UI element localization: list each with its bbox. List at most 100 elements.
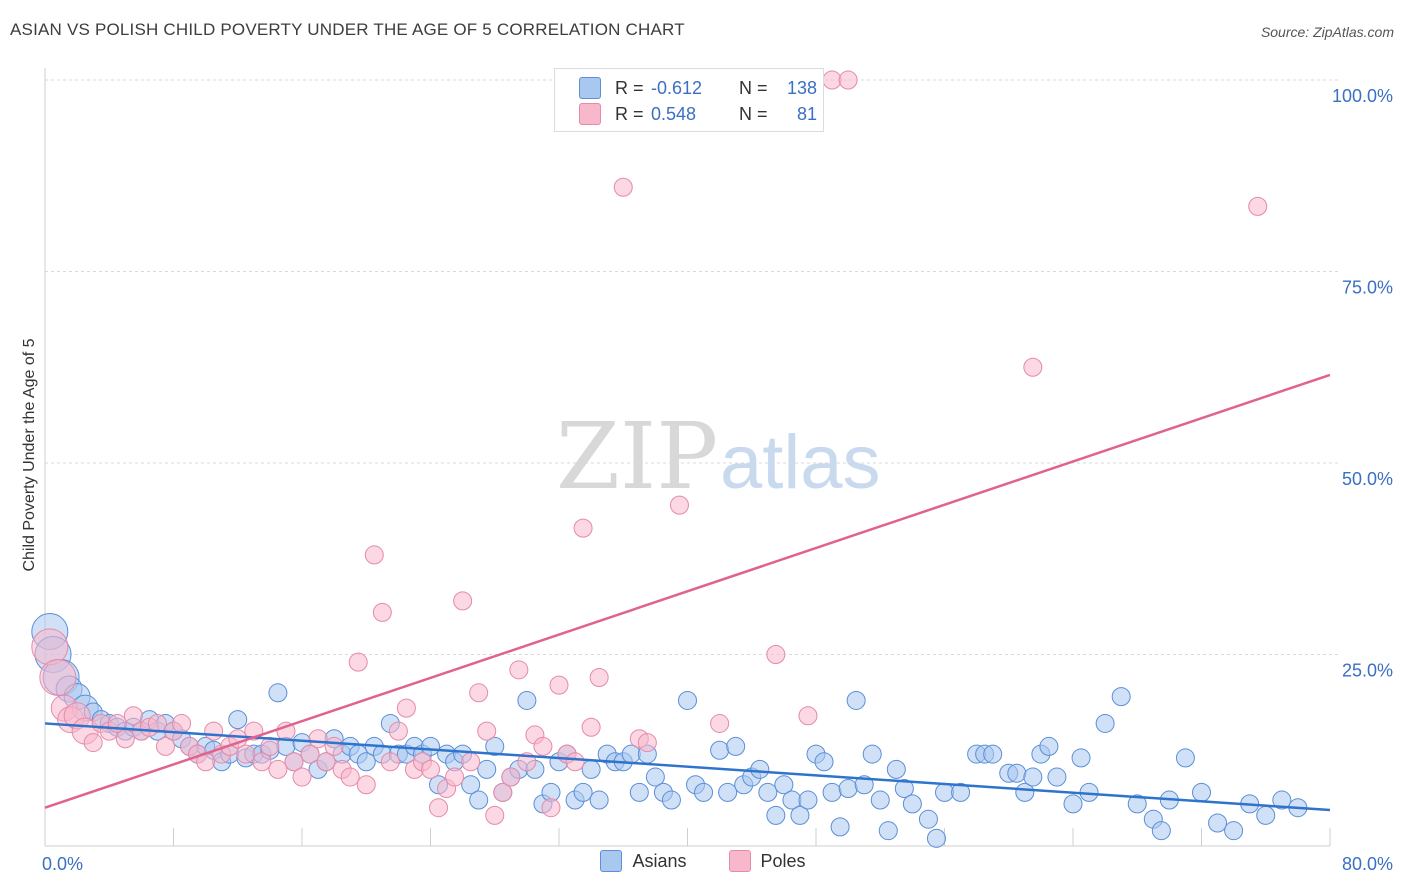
poles-r-label: R = <box>615 103 644 124</box>
y-tick-label: 25.0% <box>1342 661 1393 681</box>
poles-point <box>364 545 384 565</box>
poles-point <box>501 767 521 787</box>
y-tick-label: 100.0% <box>1332 86 1393 106</box>
asian-point <box>830 817 850 837</box>
poles-point <box>565 752 585 772</box>
asian-point <box>878 821 898 841</box>
asian-point <box>1208 813 1228 833</box>
asian-point <box>814 752 834 772</box>
poles-point <box>83 733 103 753</box>
asian-point <box>935 782 954 802</box>
poles-point <box>822 70 842 90</box>
asian-point <box>1039 736 1059 756</box>
poles-point <box>123 706 143 726</box>
poles-point <box>541 798 561 818</box>
legend-asians-label: Asians <box>632 850 687 871</box>
asian-point <box>485 736 505 756</box>
trendlines <box>44 373 1331 812</box>
asian-point <box>951 782 971 802</box>
poles-point <box>549 675 569 695</box>
axes <box>44 68 1331 847</box>
asian-point <box>1111 687 1131 707</box>
asian-point <box>589 790 609 810</box>
poles-point <box>613 177 633 197</box>
poles-point <box>573 518 593 538</box>
asian-point <box>1127 794 1147 814</box>
asian-point <box>477 759 497 779</box>
asian-point <box>629 782 649 802</box>
asian-point <box>461 775 481 795</box>
poles-point <box>252 752 272 772</box>
x-tick-label: 80.0% <box>1342 854 1393 874</box>
poles-point <box>798 706 818 726</box>
asian-point <box>902 794 922 814</box>
poles-point <box>509 660 529 680</box>
asian-swatch <box>579 77 601 99</box>
asian-point <box>645 767 665 787</box>
poles-n-value: 81 <box>796 103 817 124</box>
poles-point <box>316 752 336 772</box>
legend-item-poles[interactable]: Poles <box>728 850 806 872</box>
asian-point <box>750 759 770 779</box>
poles-point <box>268 759 288 779</box>
poles-trendline <box>44 373 1331 809</box>
asian-point <box>710 740 730 760</box>
asian-point <box>918 809 938 829</box>
asian-point <box>661 790 681 810</box>
asian-point <box>726 736 746 756</box>
asian-point <box>798 790 818 810</box>
poles-point <box>356 775 376 795</box>
asian-point <box>1015 782 1035 802</box>
asian-point <box>1071 748 1091 768</box>
asian-point <box>1192 782 1211 802</box>
y-tick-label: 50.0% <box>1342 469 1393 489</box>
stats-box: R = -0.612 N = 138 R = 0.548 N = 81 <box>554 68 824 132</box>
poles-point <box>453 591 473 611</box>
asian-point <box>228 710 248 730</box>
poles-point <box>396 698 416 718</box>
legend-item-asians[interactable]: Asians <box>600 850 687 872</box>
poles-point <box>380 752 400 772</box>
poles-point <box>372 602 392 622</box>
poles-n-label: N = <box>739 103 768 124</box>
poles-point <box>461 752 481 772</box>
legend: Asians Poles <box>0 850 1406 872</box>
poles-point <box>838 70 858 90</box>
asian-point <box>983 744 1003 764</box>
poles-point <box>324 736 344 756</box>
chart-title: ASIAN VS POLISH CHILD POVERTY UNDER THE … <box>10 20 685 39</box>
legend-asians-swatch <box>600 850 623 872</box>
asian-point <box>870 790 890 810</box>
poles-point <box>493 782 513 802</box>
poles-point <box>589 667 609 687</box>
asian-point <box>846 690 866 710</box>
asian-point <box>1047 767 1067 787</box>
asian-point <box>1272 790 1292 810</box>
asian-point <box>838 779 858 799</box>
asian-n-value: 138 <box>786 77 817 98</box>
asian-point <box>1151 821 1171 841</box>
poles-point <box>669 495 689 515</box>
poles-point <box>292 767 312 787</box>
legend-poles-swatch <box>728 850 751 872</box>
asian-r-label: R = <box>615 77 644 98</box>
watermark: ZIP atlas <box>556 403 881 510</box>
poles-point <box>581 717 601 737</box>
poles-point <box>1023 357 1043 377</box>
asian-trendline <box>44 722 1331 812</box>
asian-point <box>678 690 697 710</box>
asian-point <box>581 759 601 779</box>
poles-point <box>115 729 135 749</box>
asian-point <box>774 775 794 795</box>
poles-point <box>710 713 730 733</box>
gridlines <box>45 79 1340 655</box>
asian-point <box>1063 794 1083 814</box>
asian-point <box>356 752 376 772</box>
poles-point <box>477 721 497 741</box>
watermark-zip: ZIP <box>556 403 718 510</box>
source-label: Source: ZipAtlas.com <box>1260 24 1394 40</box>
poles-swatch <box>579 103 601 125</box>
asian-point <box>1095 713 1115 733</box>
poles-point <box>445 767 465 787</box>
asian-point <box>718 782 738 802</box>
